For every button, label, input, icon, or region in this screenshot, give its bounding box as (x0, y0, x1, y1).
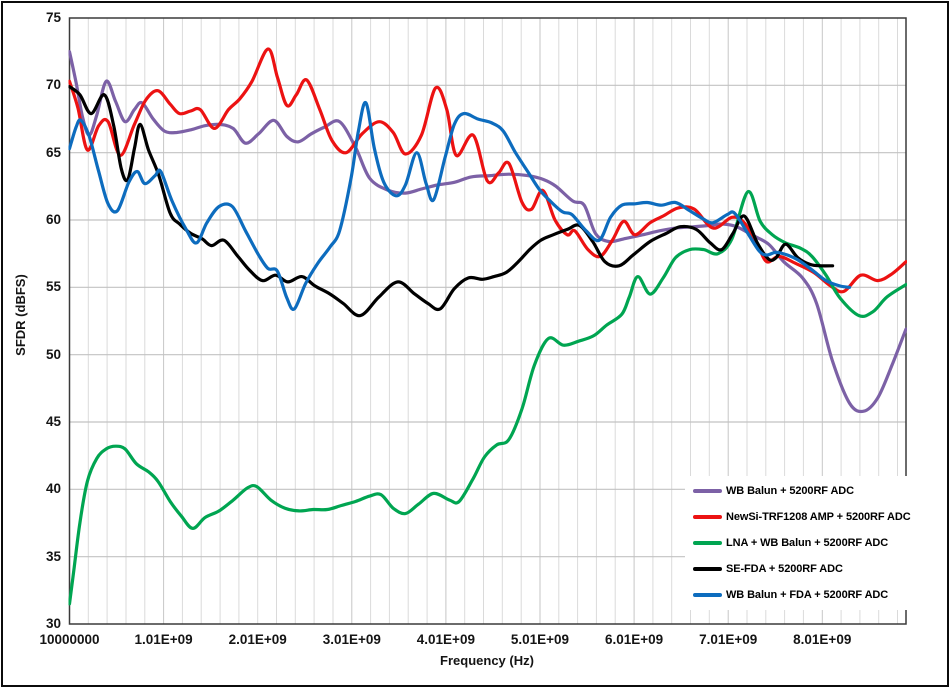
x-tick-label: 10000000 (39, 632, 100, 647)
y-tick-label: 50 (45, 346, 61, 362)
legend: WB Balun + 5200RF ADC NewSi-TRF1208 AMP … (685, 476, 911, 610)
y-tick-label: 40 (45, 481, 61, 497)
legend-item: LNA + WB Balun + 5200RF ADC (693, 531, 907, 555)
legend-line-swatch (693, 592, 722, 598)
y-tick-label: 65 (45, 144, 61, 160)
legend-label: NewSi-TRF1208 AMP + 5200RF ADC (726, 511, 911, 523)
legend-label: WB Balun + FDA + 5200RF ADC (726, 589, 889, 601)
x-tick-label: 4.01E+09 (416, 632, 475, 647)
series-line-4 (68, 85, 835, 318)
legend-line-swatch (693, 566, 722, 572)
legend-line-swatch (693, 488, 722, 494)
x-tick-label: 2.01E+09 (228, 632, 287, 647)
legend-label: SE-FDA + 5200RF ADC (726, 563, 843, 575)
x-tick-label: 3.01E+09 (322, 632, 381, 647)
series-line-5 (68, 101, 852, 311)
legend-label: WB Balun + 5200RF ADC (726, 485, 854, 497)
x-axis-title: Frequency (Hz) (440, 653, 534, 668)
legend-line-swatch (693, 540, 722, 546)
y-tick-label: 30 (45, 616, 61, 631)
x-tick-label: 6.01E+09 (604, 632, 664, 647)
y-tick-label: 70 (45, 77, 61, 93)
x-tick-label: 7.01E+09 (699, 632, 758, 647)
y-tick-label: 45 (45, 414, 61, 429)
series-line-3 (68, 190, 907, 606)
legend-item: NewSi-TRF1208 AMP + 5200RF ADC (693, 505, 911, 529)
x-tick-label: 1.01E+09 (134, 632, 193, 647)
series-line-1 (68, 50, 907, 414)
y-axis-title: SFDR (dBFS) (13, 274, 28, 356)
legend-line-swatch (693, 514, 722, 520)
legend-item: SE-FDA + 5200RF ADC (693, 557, 907, 581)
x-tick-label: 5.01E+09 (510, 632, 570, 647)
legend-item: WB Balun + 5200RF ADC (693, 479, 907, 503)
x-tick-label: 8.01E+09 (793, 632, 852, 647)
legend-label: LNA + WB Balun + 5200RF ADC (726, 537, 889, 549)
y-tick-label: 60 (45, 212, 61, 227)
y-tick-label: 35 (45, 548, 61, 564)
series-line-2 (68, 47, 907, 294)
y-tick-label: 75 (45, 10, 61, 25)
y-tick-label: 55 (45, 279, 61, 295)
legend-item: WB Balun + FDA + 5200RF ADC (693, 583, 907, 607)
